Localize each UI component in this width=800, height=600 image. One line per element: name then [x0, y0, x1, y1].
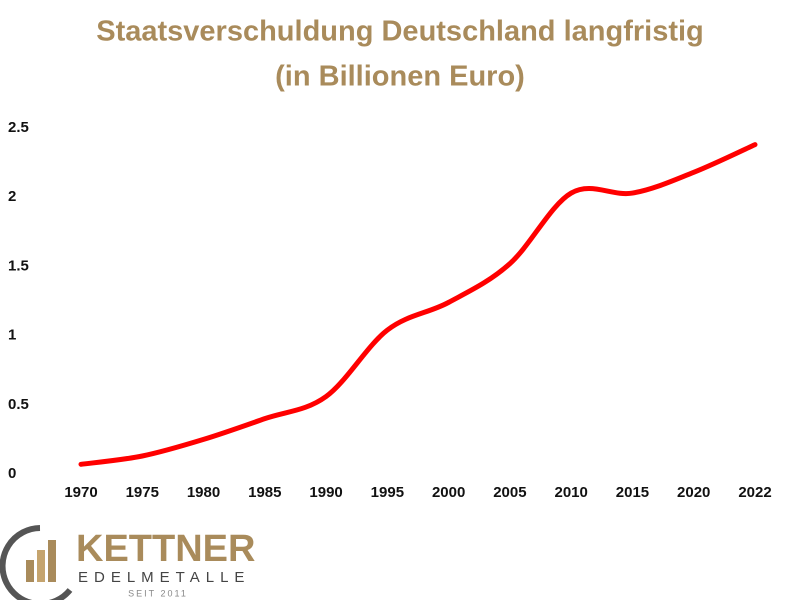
y-tick-label: 2.5 [8, 119, 29, 136]
x-tick-label: 1975 [126, 484, 159, 501]
logo-name: KETTNER [76, 528, 255, 570]
logo-bar [26, 560, 34, 582]
x-tick-label: 2015 [616, 484, 649, 501]
x-tick-label: 2005 [493, 484, 526, 501]
logo-bar [48, 540, 56, 582]
x-tick-label: 2000 [432, 484, 465, 501]
logo-tagline: EDELMETALLE [78, 569, 250, 586]
x-tick-label: 1970 [64, 484, 97, 501]
x-tick-label: 1995 [371, 484, 404, 501]
x-tick-label: 2020 [677, 484, 710, 501]
logo: KETTNER EDELMETALLE SEIT 2011 [0, 525, 255, 600]
y-tick-label: 2 [8, 188, 16, 205]
y-tick-label: 0.5 [8, 396, 29, 413]
x-tick-label: 1985 [248, 484, 281, 501]
chart-title: Staatsverschuldung Deutschland langfrist… [96, 16, 704, 48]
data-line [78, 142, 758, 467]
logo-ring [0, 525, 73, 600]
x-tick-label: 2022 [738, 484, 771, 501]
y-tick-label: 1 [8, 327, 16, 344]
y-tick-label: 0 [8, 465, 16, 482]
chart-subtitle: (in Billionen Euro) [275, 61, 525, 93]
x-tick-label: 1990 [309, 484, 342, 501]
x-tick-label: 1980 [187, 484, 220, 501]
logo-bar [37, 550, 45, 582]
x-tick-label: 2010 [554, 484, 587, 501]
y-tick-label: 1.5 [8, 257, 29, 274]
logo-since: SEIT 2011 [128, 588, 188, 598]
